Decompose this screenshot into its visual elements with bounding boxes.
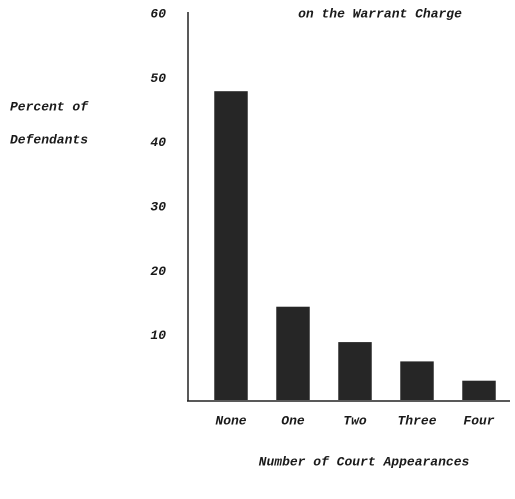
bar xyxy=(400,361,434,400)
chart-title: on the Warrant Charge xyxy=(298,6,462,21)
y-tick-label: 60 xyxy=(150,6,166,21)
x-tick-label: Four xyxy=(463,413,494,428)
y-tick-label: 10 xyxy=(150,328,166,343)
y-tick-label: 20 xyxy=(150,264,166,279)
y-axis-label: Defendants xyxy=(10,132,88,147)
y-tick-label: 30 xyxy=(150,199,166,214)
x-tick-label: None xyxy=(215,413,246,428)
bar xyxy=(214,91,248,400)
bar xyxy=(276,306,310,400)
x-tick-label: One xyxy=(281,413,305,428)
y-tick-label: 40 xyxy=(150,135,166,150)
bar xyxy=(338,342,372,400)
x-axis-label: Number of Court Appearances xyxy=(259,454,470,469)
bar xyxy=(462,380,496,400)
y-axis-label: Percent of xyxy=(10,99,89,114)
x-tick-label: Two xyxy=(343,413,367,428)
x-tick-label: Three xyxy=(397,413,436,428)
y-tick-label: 50 xyxy=(150,71,166,86)
